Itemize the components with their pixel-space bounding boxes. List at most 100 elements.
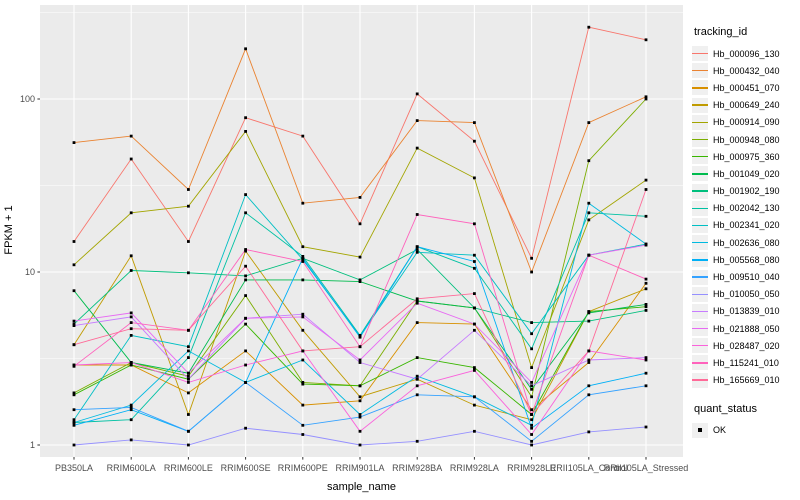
legend-item-Hb_002341_020: Hb_002341_020 — [692, 217, 798, 234]
data-point — [244, 193, 247, 196]
data-point — [415, 250, 419, 254]
data-point — [415, 384, 419, 388]
data-point — [530, 321, 533, 324]
legend-item-Hb_005568_080: Hb_005568_080 — [692, 251, 798, 268]
data-point — [415, 377, 419, 381]
data-point — [644, 287, 648, 291]
legend-item-Hb_000649_240: Hb_000649_240 — [692, 97, 798, 114]
data-point — [473, 429, 476, 433]
data-point — [301, 134, 305, 138]
legend-label: Hb_001902_190 — [713, 186, 780, 197]
legend: tracking_id Hb_000096_130 Hb_000432_040 Hb… — [692, 26, 798, 439]
data-point — [187, 188, 190, 191]
data-point — [644, 214, 648, 218]
data-point — [129, 334, 133, 337]
data-point — [301, 256, 305, 260]
legend-key-icon — [692, 114, 708, 130]
legend-key-icon — [692, 80, 708, 96]
data-point — [587, 319, 591, 323]
quant-key-icon — [692, 422, 708, 438]
data-point — [358, 222, 362, 226]
data-point — [244, 316, 247, 320]
data-point — [415, 146, 419, 150]
data-point — [644, 309, 648, 312]
legend-label: Hb_005568_080 — [713, 254, 780, 265]
legend-label: Hb_002042_130 — [713, 203, 780, 214]
data-point — [72, 263, 76, 267]
data-point — [415, 321, 419, 324]
legend-label: Hb_000432_040 — [713, 65, 780, 76]
data-point — [244, 211, 247, 215]
legend-item-Hb_000451_070: Hb_000451_070 — [692, 79, 798, 96]
data-point — [644, 95, 648, 99]
data-point — [301, 245, 305, 249]
legend-label: Hb_000948_080 — [713, 134, 780, 145]
data-point — [72, 423, 76, 427]
data-point — [301, 358, 305, 362]
data-point — [187, 429, 190, 433]
legend-label: Hb_002636_080 — [713, 237, 780, 248]
legend-label: Hb_002341_020 — [713, 220, 780, 231]
data-point — [587, 25, 591, 29]
legend-label: Hb_000451_070 — [713, 82, 780, 93]
legend-item-Hb_028487_020: Hb_028487_020 — [692, 337, 798, 354]
data-point — [358, 415, 362, 419]
legend-title-quant-status: quant_status — [694, 402, 757, 415]
y-tick-label: 1 — [29, 440, 35, 450]
data-point — [530, 384, 533, 388]
legend-key-icon — [692, 372, 708, 388]
legend-item-Hb_001902_190: Hb_001902_190 — [692, 183, 798, 200]
data-point — [473, 260, 476, 263]
legend-key-icon — [692, 63, 708, 79]
legend-label: Hb_001049_020 — [713, 168, 780, 179]
data-point — [644, 38, 648, 42]
data-point — [301, 381, 305, 384]
data-point — [187, 349, 190, 353]
data-point — [72, 391, 76, 395]
data-point — [473, 121, 476, 124]
data-point — [129, 403, 133, 407]
data-point — [644, 425, 648, 429]
data-point — [358, 278, 362, 282]
x-axis-title: sample_name — [326, 481, 397, 493]
data-point — [415, 356, 419, 359]
data-point — [644, 277, 648, 281]
data-point — [415, 213, 419, 216]
data-point — [473, 369, 476, 372]
data-point — [587, 430, 591, 434]
legend-item-Hb_021888_050: Hb_021888_050 — [692, 320, 798, 337]
data-point — [244, 47, 247, 51]
data-point — [129, 418, 133, 422]
legend-label: Hb_028487_020 — [713, 340, 780, 351]
data-point — [187, 391, 190, 395]
x-tick-label: RRIM928LA — [449, 463, 499, 473]
data-point — [358, 413, 362, 416]
data-point — [301, 312, 305, 316]
data-point — [415, 393, 419, 397]
data-point — [473, 322, 476, 326]
data-point — [644, 358, 648, 362]
y-tick-label: 10 — [24, 267, 35, 277]
data-point — [530, 387, 533, 391]
x-tick-label: RRIM600SE — [220, 463, 271, 473]
quant-status-item: OK — [692, 422, 798, 439]
legend-item-Hb_002636_080: Hb_002636_080 — [692, 234, 798, 251]
legend-key-icon — [692, 183, 708, 199]
legend-label: Hb_165669_010 — [713, 375, 780, 386]
data-point — [129, 438, 133, 442]
data-point — [244, 294, 247, 297]
legend-item-Hb_000914_090: Hb_000914_090 — [692, 114, 798, 131]
data-point — [358, 361, 362, 364]
legend-key-icon — [692, 200, 708, 216]
data-point — [587, 253, 591, 257]
x-tick-label: RRII105LA_Stressed — [603, 463, 689, 473]
data-point — [244, 274, 247, 278]
data-point — [129, 157, 133, 161]
data-point — [587, 211, 591, 215]
data-point — [473, 395, 476, 399]
data-point — [530, 413, 533, 416]
data-point — [587, 121, 591, 124]
legend-key-icon — [692, 252, 708, 268]
legend-item-Hb_000432_040: Hb_000432_040 — [692, 62, 798, 79]
data-point — [530, 423, 533, 427]
